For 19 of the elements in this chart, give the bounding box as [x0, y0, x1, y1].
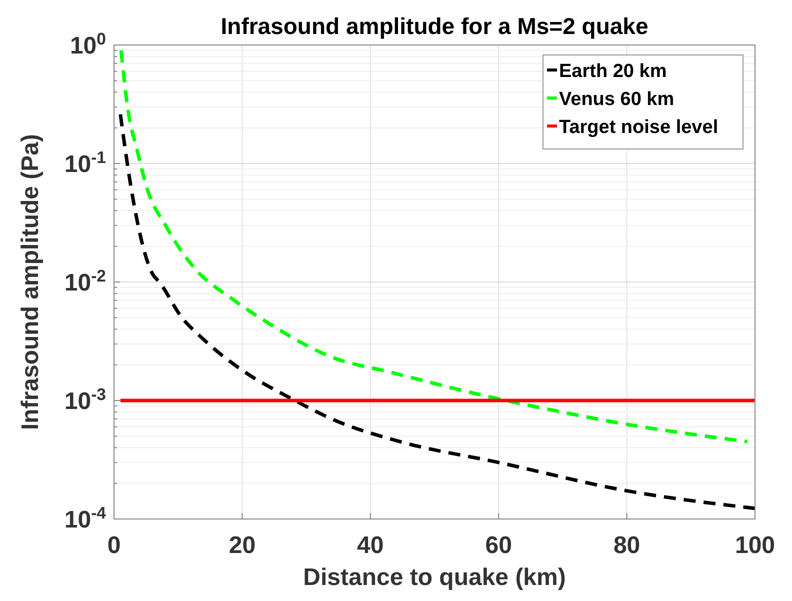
- x-tick-label: 80: [613, 532, 640, 559]
- legend-label: Venus 60 km: [559, 89, 674, 110]
- y-axis-title: Infrasound amplitude (Pa): [17, 134, 44, 430]
- y-tick-label: 10$^{-2}$: [64, 266, 106, 296]
- y-tick-label: 10$^{-3}$: [64, 384, 106, 415]
- y-tick-label: 10$^{-1}$: [64, 147, 106, 178]
- legend-label: Target noise level: [559, 117, 718, 138]
- legend-label: Earth 20 km: [559, 61, 667, 82]
- x-axis-title: Distance to quake (km): [303, 564, 566, 591]
- chart-title: Infrasound amplitude for a Ms=2 quake: [220, 13, 648, 39]
- line-series: [118, 112, 757, 510]
- x-tick-label: 40: [357, 532, 384, 559]
- x-tick-label: 0: [107, 532, 121, 559]
- y-tick-label: 10$^{-4}$: [64, 502, 107, 534]
- x-tick-label: 100: [734, 532, 776, 559]
- x-tick-label: 20: [228, 532, 256, 559]
- y-tick-label: 10$^{0}$: [70, 28, 106, 60]
- line-series: [119, 48, 750, 444]
- x-tick-label: 60: [485, 532, 512, 559]
